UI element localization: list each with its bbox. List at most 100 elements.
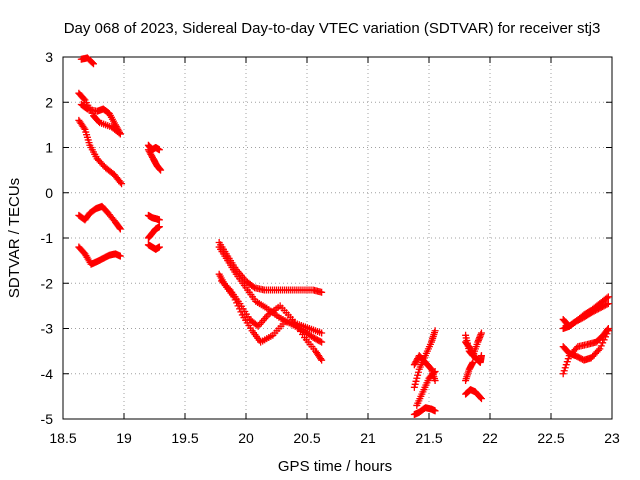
data-point <box>148 152 156 160</box>
data-point <box>560 367 568 375</box>
y-tick-label: 3 <box>45 49 53 65</box>
data-point <box>253 321 261 329</box>
data-point <box>114 125 122 133</box>
data-point <box>468 348 476 356</box>
data-point <box>477 329 485 337</box>
data-point <box>426 364 434 372</box>
data-point <box>599 339 607 347</box>
y-tick-label: 1 <box>45 140 53 156</box>
y-tick-label: -4 <box>41 366 54 382</box>
data-point <box>155 223 163 231</box>
data-point <box>411 359 419 367</box>
x-tick-label: 19 <box>116 430 132 446</box>
data-point <box>411 380 419 388</box>
data-point <box>316 337 324 345</box>
data-point <box>112 122 120 130</box>
data-point <box>562 361 570 369</box>
data-point <box>318 288 326 296</box>
data-point <box>249 283 257 291</box>
data-point <box>470 351 478 359</box>
data-point <box>118 180 126 188</box>
data-point <box>146 149 154 157</box>
data-point <box>116 128 124 136</box>
data-point <box>594 346 602 354</box>
data-point <box>563 358 571 366</box>
data-points <box>75 54 612 418</box>
data-point <box>412 377 420 385</box>
series-track-4 <box>75 116 126 188</box>
data-point <box>80 95 88 103</box>
data-point <box>466 345 474 353</box>
x-tick-label: 18.5 <box>49 430 76 446</box>
data-point <box>410 383 418 391</box>
data-point <box>155 216 163 224</box>
series-track-1 <box>77 54 97 68</box>
series-track-21 <box>462 338 485 366</box>
data-point <box>413 374 421 382</box>
data-point <box>116 178 124 186</box>
data-point <box>116 130 124 138</box>
x-tick-label: 23 <box>604 430 620 446</box>
data-point <box>603 300 611 308</box>
x-tick-label: 21.5 <box>415 430 442 446</box>
data-point <box>80 124 88 132</box>
x-tick-label: 21 <box>360 430 376 446</box>
data-point <box>88 59 96 67</box>
y-tick-label: -2 <box>41 275 54 291</box>
data-point <box>116 224 124 232</box>
data-point <box>597 342 605 350</box>
data-point <box>155 146 163 154</box>
data-point <box>431 407 439 415</box>
series-track-26 <box>559 327 612 364</box>
data-point <box>412 358 420 366</box>
data-point <box>111 121 119 129</box>
data-point <box>318 338 326 346</box>
x-tick-label: 22 <box>482 430 498 446</box>
data-point <box>431 367 439 375</box>
data-point <box>596 345 604 353</box>
data-point <box>155 243 163 251</box>
y-axis-label: SDTVAR / TECUs <box>6 178 23 298</box>
series-track-3 <box>77 101 124 138</box>
data-point <box>147 150 155 158</box>
data-point <box>144 146 152 154</box>
data-point <box>561 364 569 372</box>
series-track-8 <box>144 146 165 174</box>
data-point <box>604 326 612 334</box>
series-track-18 <box>410 404 439 418</box>
data-point <box>413 356 421 364</box>
data-point <box>431 327 439 335</box>
series-track-10 <box>144 223 163 242</box>
data-point <box>467 346 475 354</box>
grid-lines <box>63 57 612 419</box>
data-point <box>116 225 124 233</box>
series-track-27 <box>559 325 612 378</box>
data-point <box>414 371 422 379</box>
series-track-23 <box>462 386 485 403</box>
series-track-5 <box>75 202 124 233</box>
data-point <box>113 124 121 132</box>
y-tick-label: 2 <box>45 94 53 110</box>
x-axis-tick-labels: 18.5 19 19.5 20 20.5 21 21.5 22 22.5 23 <box>49 430 620 446</box>
y-tick-label: -3 <box>41 321 54 337</box>
data-point <box>414 368 422 376</box>
x-tick-label: 20.5 <box>293 430 320 446</box>
y-tick-label: -5 <box>41 411 54 427</box>
data-point <box>604 300 612 308</box>
x-axis-label: GPS time / hours <box>278 458 392 475</box>
x-tick-label: 19.5 <box>171 430 198 446</box>
axis-ticks <box>62 56 613 420</box>
y-tick-label: 0 <box>45 185 53 201</box>
series-track-22 <box>462 358 477 385</box>
data-point <box>604 293 612 301</box>
series-track-6 <box>75 243 124 268</box>
data-point <box>145 147 153 155</box>
data-point <box>90 60 97 68</box>
chart-title: Day 068 of 2023, Sidereal Day-to-day VTE… <box>64 20 601 37</box>
data-point <box>476 394 484 402</box>
x-tick-label: 20 <box>238 430 254 446</box>
y-axis-tick-labels: -5 -4 -3 -2 -1 0 1 2 3 <box>41 49 54 427</box>
data-point <box>115 127 123 135</box>
data-point <box>477 352 485 360</box>
